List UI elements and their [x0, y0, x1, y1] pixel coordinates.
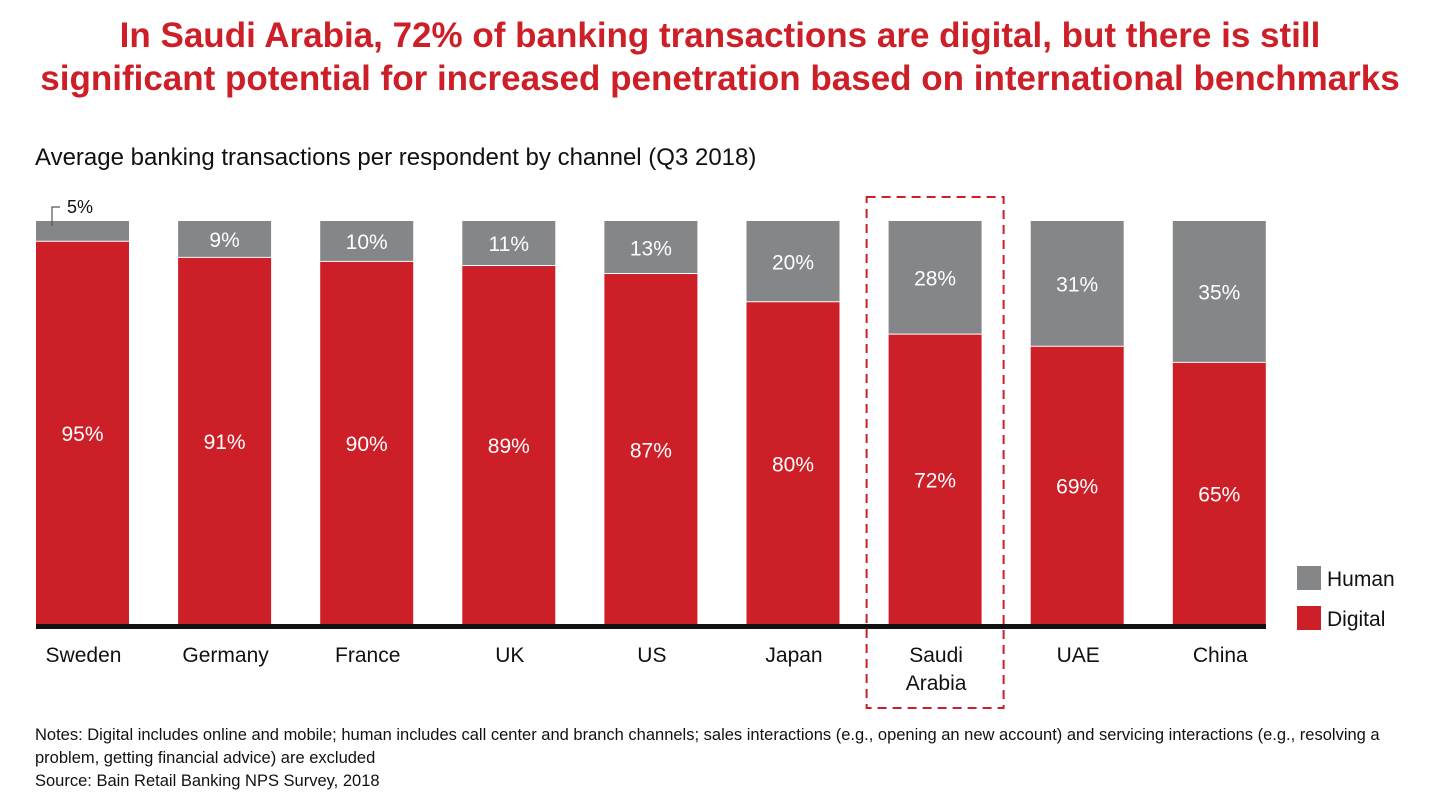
- x-tick-label-saudi-arabia: Saudi Arabia: [906, 644, 967, 695]
- data-label-digital-france: 90%: [346, 433, 388, 456]
- legend-label-digital: Digital: [1327, 608, 1385, 631]
- x-tick-label-us: US: [637, 644, 666, 667]
- bar-digital-sweden: [36, 241, 129, 625]
- bar-human-china: [1172, 221, 1266, 363]
- data-label-human-saudi-arabia: 28%: [914, 268, 956, 291]
- bar-digital-uae: [1030, 346, 1124, 625]
- stacked-bar-chart: 95% 5% Sweden 91% 9% Germany 90% 10% France 89% 11…: [36, 196, 1395, 709]
- data-label-digital-sweden: 95%: [61, 423, 103, 446]
- bar-digital-japan: [746, 301, 840, 625]
- notes-text: Notes: Digital includes online and mobil…: [35, 726, 1380, 767]
- bar-human-us: [604, 221, 698, 274]
- bar-human-uae: [1030, 221, 1124, 347]
- bar-human-uk: [462, 221, 556, 266]
- x-tick-label-germany: Germany: [182, 644, 269, 667]
- headline: In Saudi Arabia, 72% of banking transact…: [0, 14, 1440, 100]
- bar-human-germany: [178, 221, 272, 258]
- bar-human-saudi-arabia: [888, 221, 982, 335]
- x-axis-baseline: [36, 624, 1266, 629]
- data-label-human-us: 13%: [630, 237, 672, 260]
- bar-human-sweden: [36, 221, 129, 242]
- bar-digital-us: [604, 273, 698, 625]
- leader-line-sweden: [51, 206, 60, 226]
- bar-digital-germany: [178, 257, 272, 625]
- x-tick-label-china: China: [1193, 644, 1248, 667]
- x-tick-label-france: France: [335, 644, 400, 667]
- bar-digital-china: [1172, 362, 1266, 625]
- data-label-human-france: 10%: [346, 231, 388, 254]
- data-label-human-germany: 9%: [209, 229, 239, 252]
- bar-digital-uk: [462, 265, 556, 625]
- bar-digital-saudi-arabia: [888, 334, 982, 625]
- legend-label-human: Human: [1327, 568, 1395, 591]
- data-label-human-uae: 31%: [1056, 274, 1098, 297]
- data-label-digital-uae: 69%: [1056, 476, 1098, 499]
- data-label-digital-japan: 80%: [772, 453, 814, 476]
- data-label-digital-us: 87%: [630, 439, 672, 462]
- data-label-digital-china: 65%: [1198, 484, 1240, 507]
- x-tick-label-sweden: Sweden: [46, 644, 122, 667]
- x-tick-label-japan: Japan: [765, 644, 822, 667]
- bar-human-japan: [746, 221, 840, 302]
- legend-swatch-human: [1297, 566, 1321, 590]
- bar-human-france: [320, 221, 414, 262]
- data-label-digital-saudi-arabia: 72%: [914, 470, 956, 493]
- legend-swatch-digital: [1297, 606, 1321, 630]
- data-label-human-japan: 20%: [772, 251, 814, 274]
- bar-digital-france: [320, 261, 414, 625]
- source-text: Source: Bain Retail Banking NPS Survey, …: [35, 772, 380, 790]
- x-tick-label-uae: UAE: [1057, 644, 1100, 667]
- data-label-human-uk: 11%: [489, 233, 529, 256]
- chart-title: Average banking transactions per respond…: [35, 144, 757, 171]
- data-label-digital-uk: 89%: [488, 435, 530, 458]
- data-label-digital-germany: 91%: [204, 431, 246, 454]
- chart-notes: Notes: Digital includes online and mobil…: [35, 724, 1420, 793]
- x-tick-label-uk: UK: [495, 644, 524, 667]
- data-label-human-china: 35%: [1198, 282, 1240, 305]
- headline-line-1: In Saudi Arabia, 72% of banking transact…: [119, 16, 1321, 55]
- headline-line-2: significant potential for increased pene…: [40, 59, 1400, 98]
- highlight-box-saudi-arabia: [865, 196, 1005, 709]
- data-label-human-sweden: 5%: [67, 197, 93, 217]
